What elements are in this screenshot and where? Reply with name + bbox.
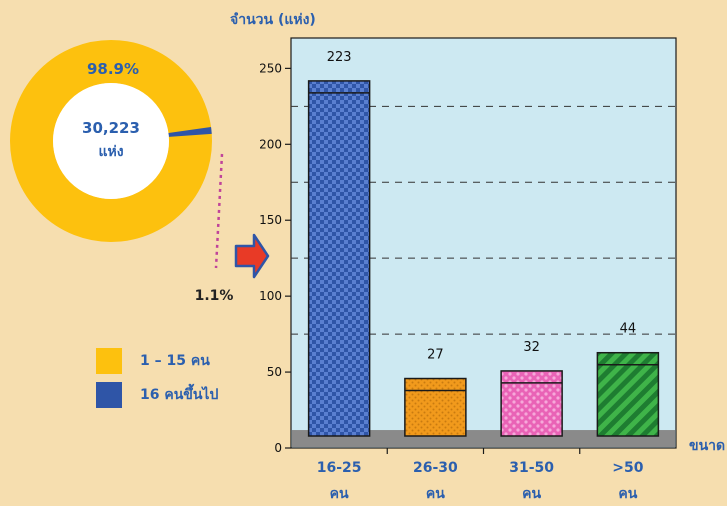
x-tick-label: 16-25 (317, 460, 362, 476)
x-axis-title: ขนาด (689, 438, 725, 454)
bar (596, 351, 660, 437)
y-tick-label: 100 (259, 289, 282, 303)
bar (404, 377, 467, 437)
y-tick-label: 250 (259, 61, 282, 75)
legend-swatch-blue (96, 382, 122, 408)
x-tick-label-unit: คน (522, 486, 541, 502)
arrow-icon (234, 233, 270, 279)
legend-item-16-plus: 16 คนขึ้นไป (96, 382, 218, 408)
donut-label-small: 1.1% (195, 288, 234, 304)
legend-label: 1 – 15 คน (140, 353, 210, 369)
x-tick-label-unit: คน (330, 486, 349, 502)
donut-chart: 30,223 แห่ง 98.9% 1.1% (10, 40, 270, 304)
bar-chart: 223 27 32 44 0 50 100 150 200 250 16-25 คน 26-30 คน 31… (230, 12, 725, 502)
bar (307, 80, 371, 437)
y-tick-label: 0 (274, 441, 282, 455)
bar-value-label: 44 (620, 322, 637, 337)
y-tick-label: 50 (267, 365, 282, 379)
bar-value-label: 27 (427, 348, 444, 363)
callout-line (214, 153, 224, 269)
x-tick-label: >50 (612, 460, 643, 476)
legend-item-1-15: 1 – 15 คน (96, 348, 210, 374)
legend-label: 16 คนขึ้นไป (140, 387, 219, 403)
base-band (292, 430, 675, 447)
x-tick-label-unit: คน (618, 486, 637, 502)
legend-swatch-yellow (96, 348, 122, 374)
donut-hole (53, 83, 169, 199)
y-tick-label: 150 (259, 213, 282, 227)
bar-value-label: 223 (327, 50, 352, 65)
donut-label-large: 98.9% (87, 60, 139, 78)
y-tick-label: 200 (259, 137, 282, 151)
bar (500, 370, 563, 437)
y-axis-title: จำนวน (แห่ง) (230, 12, 316, 28)
donut-center-unit: แห่ง (98, 144, 123, 160)
donut-center-value: 30,223 (82, 119, 140, 137)
donut-slice-small (168, 126, 212, 137)
x-tick-label: 31-50 (509, 460, 554, 476)
bar-value-label: 32 (523, 340, 540, 355)
x-tick-label: 26-30 (413, 460, 458, 476)
x-tick-label-unit: คน (426, 486, 445, 502)
donut-slice-large (10, 40, 212, 242)
